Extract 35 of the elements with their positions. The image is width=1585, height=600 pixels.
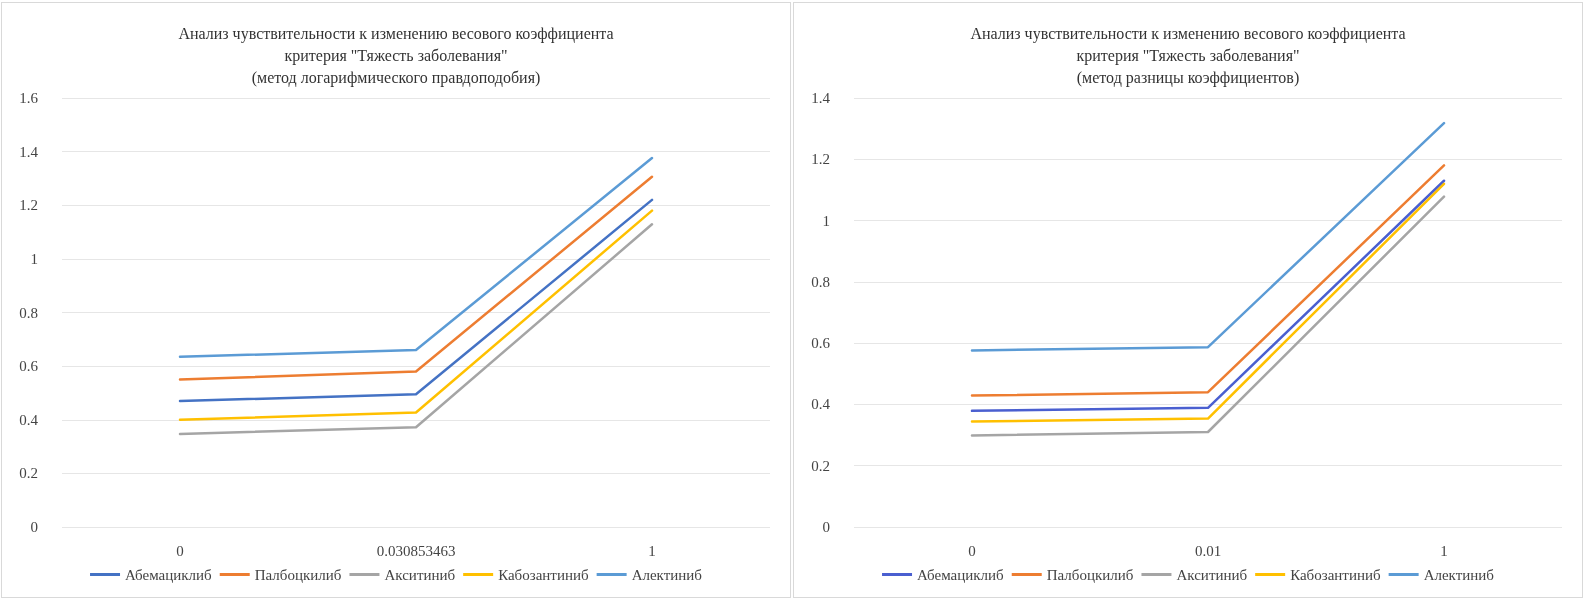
legend-label: Акситиниб: [384, 566, 456, 583]
legend-label: Абемациклиб: [125, 566, 213, 583]
chart-title: Анализ чувствительности к изменению весового коэффициента критерия "Тяжесть заболевания" (метод логарифмического правдоподобия): [178, 24, 614, 87]
legend-label: Кабозантиниб: [498, 566, 589, 583]
legend-label: Акситиниб: [1176, 566, 1248, 583]
y-tick-label: 0: [30, 519, 38, 535]
y-tick-label: 0: [822, 519, 830, 535]
y-tick-label: 1.2: [811, 151, 830, 168]
y-tick-label: 0.2: [19, 465, 38, 482]
legend-label: Палбоцкилиб: [254, 566, 342, 583]
x-tick-label: 0.01: [1194, 542, 1222, 559]
x-tick-label: 0.030853463: [376, 542, 456, 559]
y-tick-label: 0.6: [19, 358, 39, 375]
legend-label: Абемациклиб: [917, 566, 1005, 583]
y-tick-label: 1.4: [19, 143, 39, 160]
y-tick-label: 1.4: [811, 90, 831, 106]
y-tick-label: 1: [822, 212, 830, 229]
x-tick-label: 1: [1440, 542, 1448, 559]
y-tick-label: 0.8: [811, 273, 830, 290]
y-tick-label: 1.2: [19, 197, 38, 214]
legend-label: Палбоцкилиб: [1046, 566, 1134, 583]
legend-label: Алектиниб: [631, 566, 703, 583]
y-tick-label: 0.4: [811, 396, 831, 413]
legend-label: Кабозантиниб: [1290, 566, 1381, 583]
y-tick-label: 0.4: [19, 411, 39, 428]
x-tick-label: 0: [176, 542, 184, 559]
y-tick-label: 0.6: [811, 335, 831, 352]
chart-title: Анализ чувствительности к изменению весового коэффициента критерия "Тяжесть заболевания" (метод разницы коэффициентов): [970, 24, 1406, 87]
y-tick-label: 1: [30, 250, 38, 267]
x-tick-label: 0: [968, 542, 976, 559]
legend-label: Алектиниб: [1423, 566, 1495, 583]
x-tick-label: 1: [648, 542, 656, 559]
y-tick-label: 1.6: [19, 90, 39, 106]
y-tick-label: 0.8: [19, 304, 38, 321]
y-tick-label: 0.2: [811, 457, 830, 474]
